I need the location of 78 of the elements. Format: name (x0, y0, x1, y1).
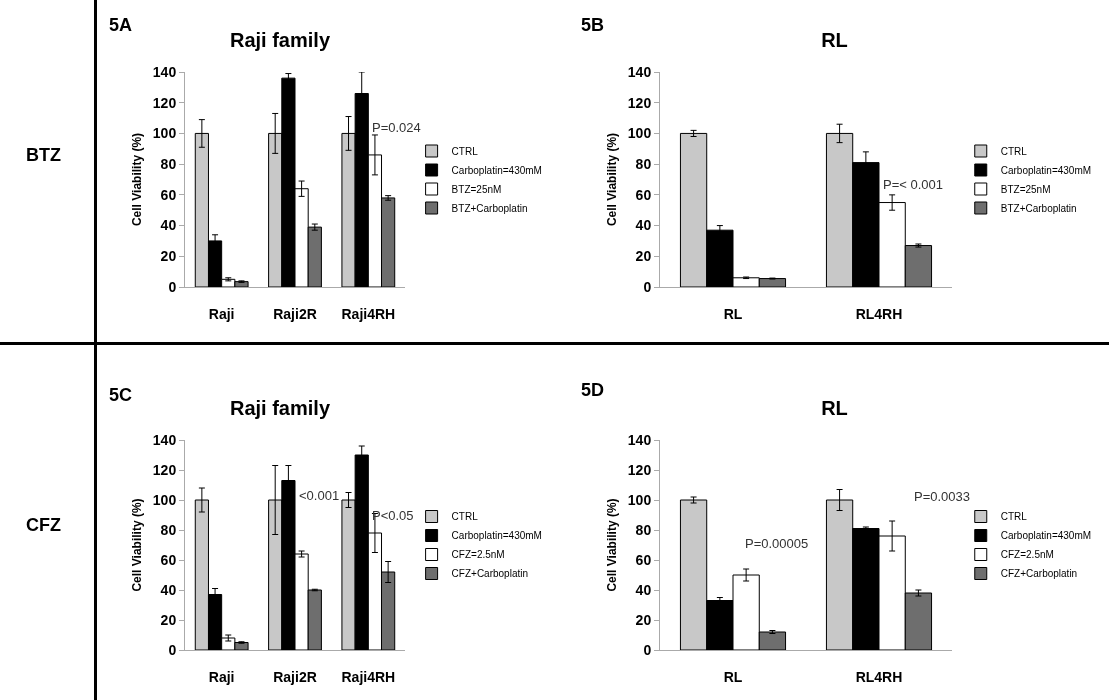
text: BTZ (26, 145, 61, 165)
y-axis-title: Cell Viability (%) (130, 132, 145, 227)
annotation: <0.001 (299, 488, 340, 503)
y-tick-label: 0 (643, 641, 652, 658)
y-tick-label: 40 (635, 581, 652, 598)
y-tick-label: 80 (160, 521, 177, 538)
text: 5C (109, 385, 133, 405)
legend-label: CTRL (451, 511, 479, 523)
y-tick-label: 100 (627, 491, 652, 508)
annotation: P=0.024 (372, 120, 421, 135)
text: CFZ (26, 515, 61, 535)
chart-title: RL (821, 397, 848, 419)
chart-title: RL (821, 29, 848, 51)
y-tick-label: 100 (152, 491, 177, 508)
x-tick-label: RL4RH (855, 305, 903, 322)
legend-label: CTRL (451, 145, 479, 157)
x-tick-label: Raji (208, 305, 235, 322)
y-tick-label: 20 (635, 248, 652, 265)
legend-label: Carboplatin=430mM (1000, 530, 1092, 542)
annotation: P=< 0.001 (883, 177, 943, 192)
legend-label: Carboplatin=430mM (451, 530, 542, 542)
y-tick-label: 60 (635, 186, 652, 203)
y-tick-label: 0 (168, 641, 177, 658)
text: 5B (581, 15, 605, 35)
legend-label: BTZ+Carboplatin (451, 202, 528, 214)
legend-label: CFZ=2.5nM (1000, 549, 1054, 561)
legend-label: CFZ=2.5nM (451, 549, 505, 561)
y-tick-label: 100 (627, 125, 652, 142)
legend-label: CFZ+Carboplatin (451, 568, 529, 580)
y-tick-label: 120 (627, 94, 652, 111)
x-tick-label: RL4RH (855, 668, 903, 685)
y-tick-label: 60 (160, 551, 177, 568)
legend-label: CTRL (1000, 145, 1028, 157)
y-axis-title: Cell Viability (%) (605, 498, 620, 592)
y-tick-label: 60 (635, 551, 652, 568)
annotation: P=0.00005 (745, 536, 809, 551)
chart-title: Raji family (229, 397, 331, 419)
legend-label: Carboplatin=430mM (1000, 164, 1092, 176)
annotation: P=0.0033 (914, 489, 971, 504)
legend-label: Carboplatin=430mM (451, 164, 542, 176)
y-tick-label: 20 (635, 611, 652, 628)
legend-label: BTZ+Carboplatin (1000, 202, 1077, 214)
y-tick-label: 140 (627, 63, 652, 80)
y-tick-label: 80 (635, 521, 652, 538)
annotation: P<0.05 (372, 508, 414, 523)
y-axis-title: Cell Viability (%) (130, 498, 145, 592)
x-tick-label: RL (723, 305, 743, 322)
y-tick-label: 20 (160, 611, 177, 628)
y-tick-label: 80 (160, 156, 177, 173)
y-tick-label: 120 (152, 461, 177, 478)
y-tick-label: 20 (160, 248, 177, 265)
text: 5D (581, 380, 605, 400)
y-tick-label: 0 (643, 278, 652, 295)
y-tick-label: 120 (627, 461, 652, 478)
legend-label: BTZ=25nM (1000, 183, 1051, 195)
y-tick-label: 80 (635, 156, 652, 173)
x-tick-label: Raji (208, 668, 235, 685)
x-tick-label: Raji4RH (341, 668, 396, 685)
y-tick-label: 40 (160, 217, 177, 234)
y-tick-label: 0 (168, 278, 177, 295)
legend-label: CTRL (1000, 511, 1028, 523)
y-tick-label: 120 (152, 94, 177, 111)
y-tick-label: 140 (152, 63, 177, 80)
x-tick-label: RL (723, 668, 743, 685)
x-tick-label: Raji2R (273, 668, 317, 685)
x-tick-label: Raji4RH (341, 305, 396, 322)
x-tick-label: Raji2R (273, 305, 317, 322)
y-tick-label: 60 (160, 186, 177, 203)
chart-title: Raji family (229, 29, 331, 51)
legend-label: BTZ=25nM (451, 183, 502, 195)
y-tick-label: 140 (627, 431, 652, 448)
y-tick-label: 140 (152, 431, 177, 448)
legend-label: CFZ+Carboplatin (1000, 568, 1078, 580)
y-tick-label: 100 (152, 125, 177, 142)
y-axis-title: Cell Viability (%) (605, 132, 620, 227)
y-tick-label: 40 (160, 581, 177, 598)
text: 5A (109, 15, 133, 35)
y-tick-label: 40 (635, 217, 652, 234)
